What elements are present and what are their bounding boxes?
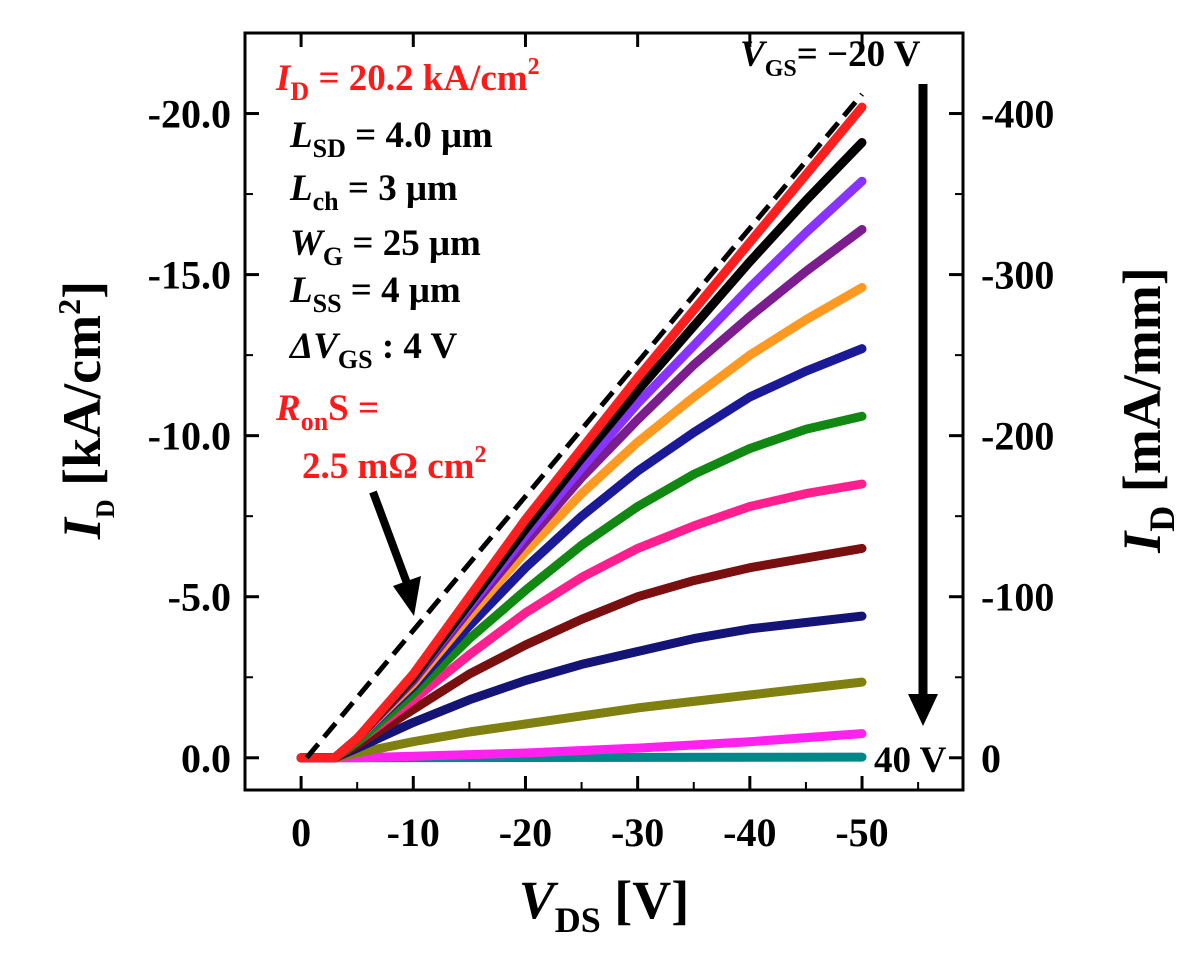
annotation-dvgs: ΔVGS : 4 V bbox=[288, 326, 457, 374]
x-tick-label: -50 bbox=[835, 810, 888, 855]
x-tick-label: -10 bbox=[387, 810, 440, 855]
y-left-tick-label: -20.0 bbox=[148, 92, 231, 137]
y-right-tick-label: 0 bbox=[981, 736, 1001, 781]
plot-frame bbox=[243, 31, 965, 792]
y-right-tick-label: -400 bbox=[981, 92, 1054, 137]
x-tick-label: -30 bbox=[611, 810, 664, 855]
fit-line-group bbox=[304, 92, 864, 760]
series-line bbox=[296, 729, 867, 763]
annotation-lsd: LSD = 4.0 μm bbox=[289, 115, 493, 163]
series-line bbox=[296, 102, 867, 763]
x-tick-label: 0 bbox=[291, 810, 311, 855]
y-right-tick-label: -100 bbox=[981, 575, 1054, 620]
y-left-axis-title: ID [kA/cm2] bbox=[51, 281, 120, 540]
annotation-id: ID = 20.2 kA/cm2 bbox=[275, 54, 540, 106]
annotation-vgs-top: VGS= −20 V bbox=[740, 34, 921, 82]
x-axis-title: VDS [V] bbox=[519, 870, 690, 940]
x-tick-label: -20 bbox=[499, 810, 552, 855]
annotation-ron-label: RonS = bbox=[275, 388, 379, 436]
y-left-tick-label: -10.0 bbox=[148, 414, 231, 459]
series-group bbox=[296, 102, 867, 763]
annotation-ron-value: 2.5 mΩ cm2 bbox=[302, 442, 486, 487]
y-right-axis-title: ID [mA/mm] bbox=[1112, 267, 1182, 553]
y-right-tick-label: -200 bbox=[981, 414, 1054, 459]
ron-arrow bbox=[369, 490, 421, 616]
ticks: 0 -10 -20 -30 -40 -50 0.0 0 -5.0 -100 -10.0 -200 -15… bbox=[148, 32, 1054, 855]
y-left-tick-label: -5.0 bbox=[168, 575, 231, 620]
vgs-arrow bbox=[908, 84, 938, 726]
y-right-tick-label: -300 bbox=[981, 253, 1054, 298]
annotation-wg: WG = 25 μm bbox=[290, 223, 481, 271]
fit-line bbox=[304, 92, 864, 760]
y-left-tick-label: 0.0 bbox=[181, 736, 231, 781]
annotation-vgs-bottom: 40 V bbox=[874, 740, 947, 781]
annotation-lch: Lch = 3 μm bbox=[289, 168, 458, 216]
series-line bbox=[296, 344, 867, 763]
x-tick-label: -40 bbox=[723, 810, 776, 855]
y-left-tick-label: -15.0 bbox=[148, 253, 231, 298]
annotation-lss: LSS = 4 μm bbox=[289, 270, 461, 318]
